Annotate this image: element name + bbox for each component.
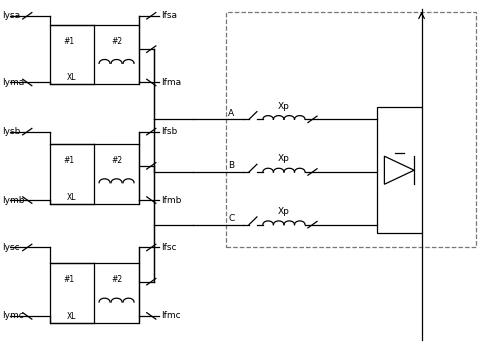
Text: B: B (228, 161, 234, 170)
Bar (226, 12, 476, 247)
Bar (50, 25, 139, 84)
Text: #1: #1 (63, 156, 75, 165)
Text: #1: #1 (63, 276, 75, 284)
Text: Xp: Xp (278, 154, 290, 163)
Text: Xp: Xp (278, 207, 290, 216)
Text: Ifsb: Ifsb (161, 127, 178, 136)
Text: C: C (228, 214, 235, 223)
Text: XL: XL (67, 312, 77, 321)
Text: Ifma: Ifma (161, 78, 182, 87)
Bar (50, 263, 139, 323)
Bar (50, 144, 139, 204)
Text: Xp: Xp (278, 101, 290, 111)
Text: Iymb: Iymb (2, 196, 25, 205)
Text: Ifmb: Ifmb (161, 196, 182, 205)
Text: #1: #1 (63, 37, 75, 46)
Bar (377, 107, 422, 233)
Text: Iysb: Iysb (2, 127, 21, 136)
Text: XL: XL (67, 73, 77, 82)
Text: Ifsc: Ifsc (161, 243, 177, 252)
Text: #2: #2 (111, 37, 122, 46)
Text: Iysa: Iysa (2, 11, 21, 20)
Text: Iymc: Iymc (2, 311, 24, 320)
Text: Iyma: Iyma (2, 78, 25, 87)
Text: #2: #2 (111, 156, 122, 165)
Text: Ifsa: Ifsa (161, 11, 177, 20)
Text: Ifmc: Ifmc (161, 311, 181, 320)
Text: XL: XL (67, 193, 77, 202)
Text: #2: #2 (111, 276, 122, 284)
Text: Iysc: Iysc (2, 243, 20, 252)
Text: A: A (228, 108, 234, 118)
